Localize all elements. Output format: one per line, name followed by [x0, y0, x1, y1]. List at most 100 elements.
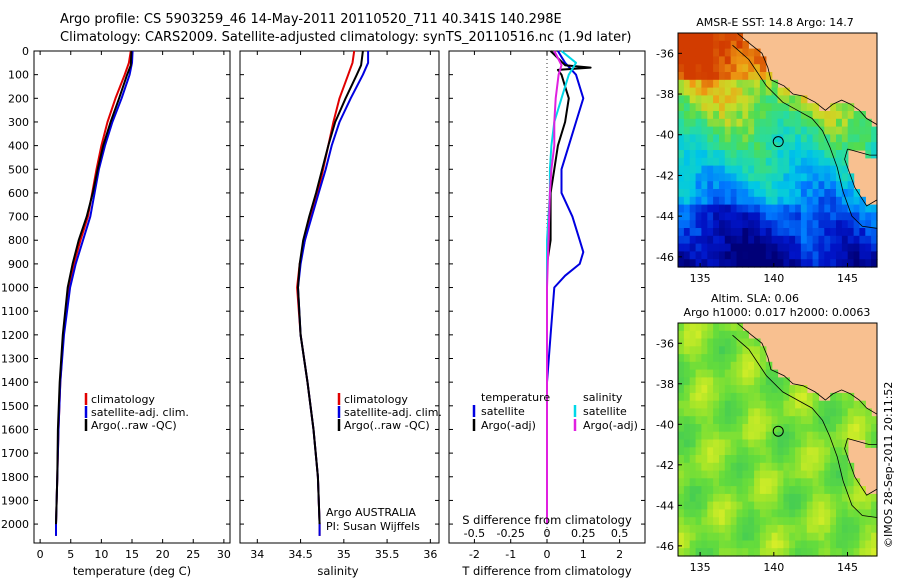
map-cell [800, 431, 808, 441]
map-cell [871, 251, 878, 260]
map-cell [689, 165, 697, 174]
map-cell [683, 408, 691, 417]
map-cell [730, 392, 738, 402]
map-cell [730, 118, 738, 128]
map-cell [841, 103, 849, 112]
map-cell [824, 540, 831, 549]
map-cell [683, 431, 691, 441]
map-cell [695, 361, 703, 371]
map-cell [742, 385, 749, 394]
map-cell [748, 501, 755, 510]
map-cell [777, 259, 784, 268]
map-cell [765, 126, 773, 135]
map-cell [742, 87, 749, 96]
map-cell [683, 173, 691, 182]
map-cell [871, 142, 878, 151]
map-cell [742, 150, 749, 159]
map-cell [777, 103, 784, 112]
map-cell [818, 165, 825, 174]
map-cell [719, 346, 726, 355]
map-cell [812, 455, 820, 464]
map-cell [742, 478, 749, 487]
map-cell [719, 462, 726, 472]
map-cell [695, 126, 703, 135]
map-cell [713, 204, 720, 213]
map-cell [701, 150, 708, 159]
map-cell [841, 486, 849, 495]
map-cell [695, 103, 703, 112]
map-cell [754, 532, 761, 542]
map-cell [765, 189, 773, 198]
map-cell [695, 56, 703, 65]
difference-xlabel-top: S difference from climatology [462, 513, 632, 527]
map-cell [748, 173, 755, 182]
y-tick-label: 1800 [1, 471, 29, 484]
map-cell [724, 103, 732, 112]
map-cell [713, 48, 720, 57]
map-cell [730, 509, 738, 518]
map-cell [789, 400, 796, 410]
map-cell [777, 87, 784, 96]
map-cell [859, 548, 866, 557]
map-cell [742, 228, 749, 237]
map-cell [777, 150, 784, 159]
map-cell [759, 540, 767, 549]
map-cell [871, 424, 878, 433]
legend-label-satellite: satellite-adj. clim. [91, 406, 189, 419]
map-cell [783, 493, 790, 503]
map-cell [736, 517, 743, 526]
map-cell [707, 524, 714, 534]
map-cell [754, 173, 761, 182]
map-cell [748, 439, 755, 448]
map-cell [841, 517, 849, 526]
map-cell [678, 377, 685, 386]
map-cell [783, 439, 790, 448]
map-cell [736, 369, 743, 378]
map-cell [806, 196, 814, 206]
map-cell [812, 251, 820, 260]
x-tick-label: 34 [250, 548, 264, 561]
map-cell [730, 548, 738, 557]
map-cell [795, 173, 802, 182]
map-cell [806, 455, 814, 464]
map-cell [836, 189, 843, 198]
map-cell [800, 228, 808, 237]
map-cell [695, 212, 703, 221]
map-cell [719, 524, 726, 534]
top-x-tick-label: 0.25 [571, 527, 596, 540]
map-cell [765, 532, 773, 542]
map-cell [765, 134, 773, 143]
map-cell [736, 408, 743, 417]
map-cell [830, 455, 837, 464]
map-cell [689, 447, 697, 456]
map-cell [701, 346, 708, 355]
map-cell [695, 196, 703, 206]
map-cell [683, 470, 691, 479]
map-cell [730, 64, 738, 73]
map-cell [736, 509, 743, 518]
map-cell [689, 416, 697, 425]
map-cell [724, 48, 732, 57]
map-cell [871, 431, 878, 441]
map-cell [800, 517, 808, 526]
map-cell [783, 408, 790, 417]
y-tick-label: 1900 [1, 494, 29, 507]
map-cell [824, 126, 831, 135]
map-cell [701, 462, 708, 472]
map-cell [859, 251, 866, 260]
map-cell [683, 517, 691, 526]
map-cell [678, 204, 685, 213]
map-cell [859, 509, 866, 518]
map-cell [748, 72, 755, 81]
map-cell [800, 392, 808, 402]
map-cell [678, 532, 685, 542]
map-cell [730, 79, 738, 89]
map-cell [859, 204, 866, 213]
map-cell [683, 87, 691, 96]
map-cell [759, 400, 767, 410]
map-cell [806, 157, 814, 167]
map-cell [713, 56, 720, 65]
map-cell [713, 173, 720, 182]
map-cell [701, 95, 708, 104]
